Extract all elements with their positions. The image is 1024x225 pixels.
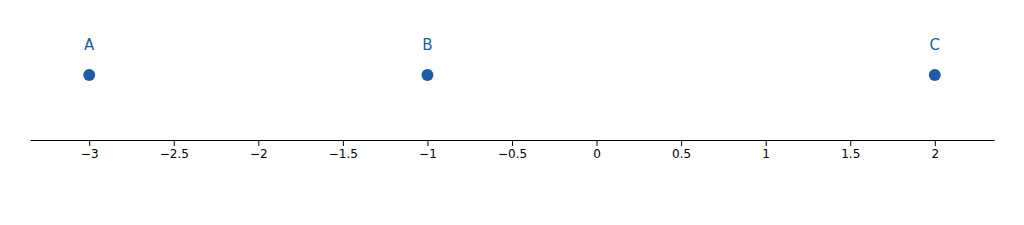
point-label: C	[930, 36, 940, 54]
tick: 1.5	[841, 140, 860, 161]
tick-label: 0.5	[672, 147, 691, 161]
tick: 0.5	[672, 140, 691, 161]
tick: −1.5	[329, 140, 358, 161]
point	[421, 69, 433, 81]
tick: −2.5	[160, 140, 189, 161]
point-label: A	[84, 36, 95, 54]
tick-mark	[343, 140, 344, 146]
tick: −3	[81, 140, 99, 161]
x-axis: −3 −2.5 −2 −1.5 −1 −0.5 0 0.5 1 1.5 2	[31, 140, 995, 161]
annotations: A B C	[84, 36, 940, 54]
tick: −0.5	[498, 140, 527, 161]
tick-mark	[935, 140, 936, 146]
point	[83, 69, 95, 81]
tick-mark	[258, 140, 259, 146]
tick-label: −2	[250, 147, 268, 161]
tick: −2	[250, 140, 268, 161]
point-label: B	[422, 36, 432, 54]
tick-label: 0	[593, 147, 601, 161]
tick-mark	[850, 140, 851, 146]
tick-mark	[766, 140, 767, 146]
tick: −1	[419, 140, 437, 161]
tick-label: −1.5	[329, 147, 358, 161]
tick-mark	[427, 140, 428, 146]
tick: 2	[931, 140, 939, 161]
tick-mark	[681, 140, 682, 146]
tick-mark	[89, 140, 90, 146]
tick-label: −3	[81, 147, 99, 161]
points	[83, 69, 941, 81]
tick-mark	[512, 140, 513, 146]
tick-label: −2.5	[160, 147, 189, 161]
tick: 1	[762, 140, 770, 161]
tick-label: 2	[931, 147, 939, 161]
tick-label: 1.5	[841, 147, 860, 161]
tick-mark	[174, 140, 175, 146]
tick-label: −1	[419, 147, 437, 161]
tick-label: 1	[762, 147, 770, 161]
tick: 0	[593, 140, 601, 161]
chart: −3 −2.5 −2 −1.5 −1 −0.5 0 0.5 1 1.5 2 A B C	[0, 0, 1024, 225]
tick-label: −0.5	[498, 147, 527, 161]
tick-mark	[597, 140, 598, 146]
point	[929, 69, 941, 81]
